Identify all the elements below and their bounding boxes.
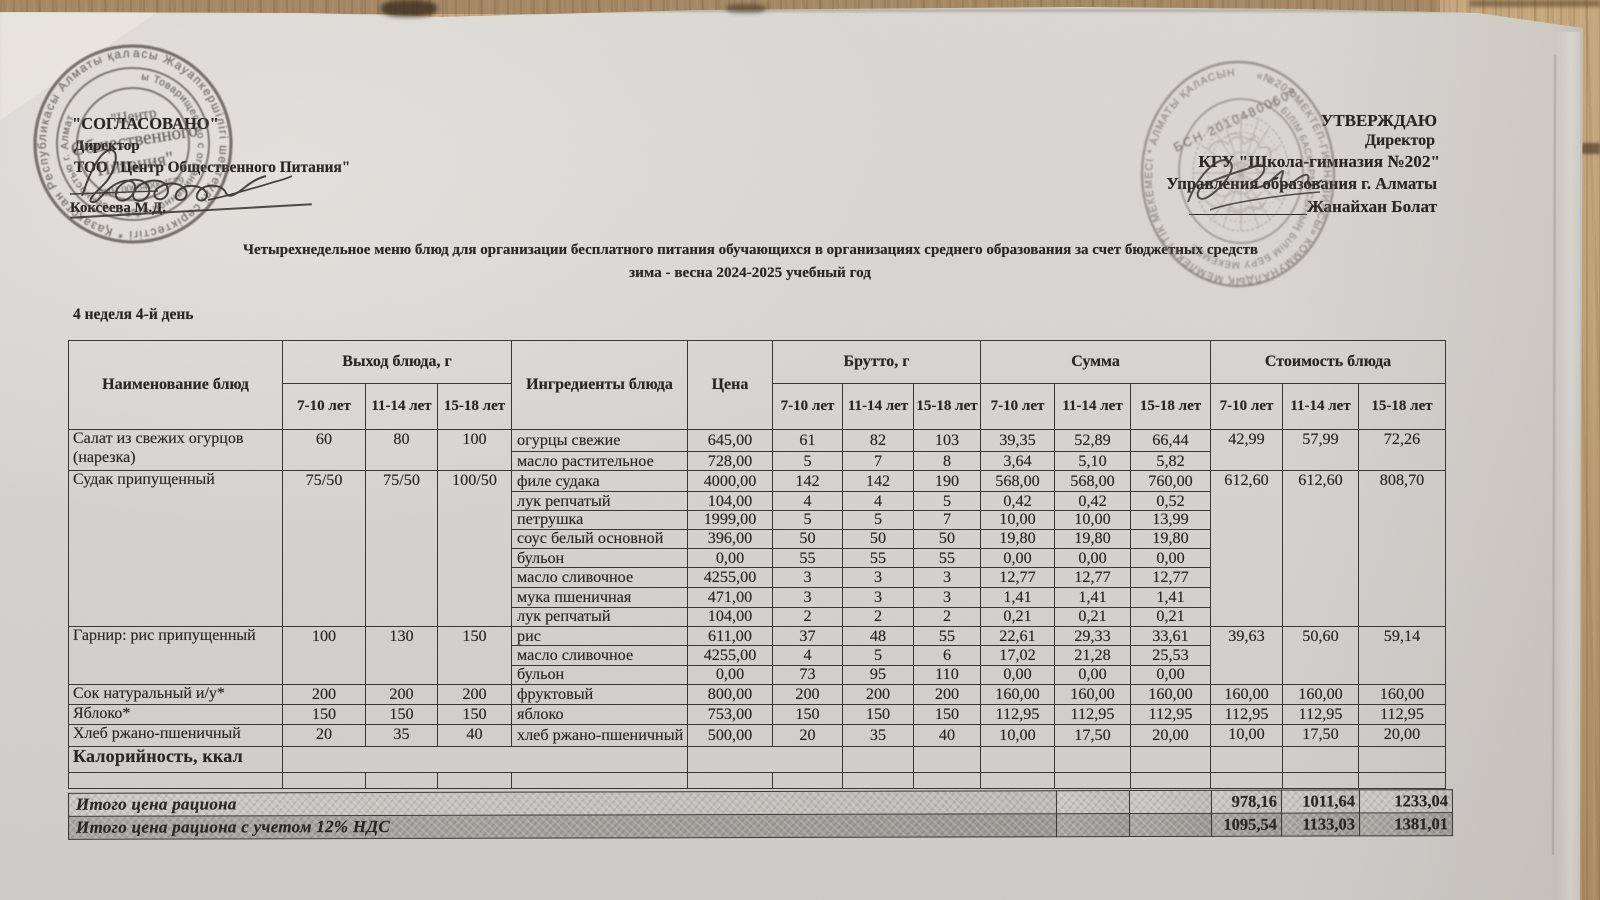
svg-text:"Центр: "Центр: [110, 105, 158, 128]
